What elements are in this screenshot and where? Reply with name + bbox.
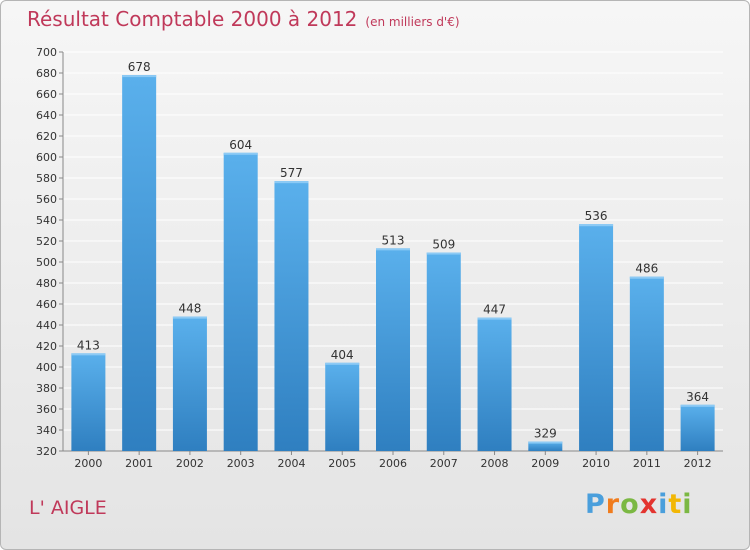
commune-name: L' AIGLE (29, 497, 107, 519)
x-tick-label: 2004 (277, 457, 305, 470)
bar-top-highlight (274, 181, 309, 184)
logo-letter: i (682, 489, 693, 520)
y-tick-label: 420 (36, 340, 57, 353)
y-tick-label: 600 (36, 151, 57, 164)
bar (376, 248, 410, 451)
data-label: 486 (635, 262, 658, 276)
y-tick-label: 360 (36, 403, 57, 416)
bar-top-highlight (325, 362, 360, 365)
y-tick-label: 380 (36, 382, 57, 395)
logo-letter: t (668, 489, 683, 520)
data-label: 604 (229, 138, 252, 152)
chart-title-text: Résultat Comptable 2000 à 2012 (27, 7, 358, 31)
data-label: 536 (585, 209, 608, 223)
y-tick-label: 680 (36, 67, 57, 80)
y-tick-label: 320 (36, 445, 57, 458)
data-label: 447 (483, 303, 506, 317)
y-tick-label: 340 (36, 424, 57, 437)
x-tick-label: 2010 (582, 457, 610, 470)
y-tick-label: 500 (36, 256, 57, 269)
data-label: 404 (331, 348, 354, 362)
data-label: 678 (128, 60, 151, 74)
bar (426, 252, 461, 451)
bar (122, 75, 157, 451)
x-tick-label: 2011 (633, 457, 661, 470)
x-tick-label: 2002 (176, 457, 204, 470)
data-label: 513 (382, 233, 405, 247)
x-tick-label: 2003 (227, 457, 255, 470)
bar (71, 353, 106, 451)
y-tick-label: 540 (36, 214, 57, 227)
x-tick-label: 2012 (684, 457, 712, 470)
x-tick-label: 2007 (430, 457, 458, 470)
y-tick-label: 700 (36, 46, 57, 59)
bar-top-highlight (122, 75, 157, 78)
bar-top-highlight (477, 317, 512, 320)
bar-top-highlight (172, 316, 207, 319)
x-tick-label: 2008 (481, 457, 509, 470)
x-tick-label: 2001 (125, 457, 153, 470)
x-tick-label: 2006 (379, 457, 407, 470)
proxiti-logo: Proxiti (585, 489, 693, 520)
bar-top-highlight (376, 248, 410, 251)
bar-top-highlight (223, 152, 258, 155)
bar-top-highlight (528, 441, 563, 444)
chart-title: Résultat Comptable 2000 à 2012 (en millie… (27, 7, 460, 31)
y-tick-label: 620 (36, 130, 57, 143)
logo-letter: x (639, 489, 659, 520)
bar (680, 404, 715, 451)
bar (223, 152, 258, 452)
y-tick-label: 640 (36, 109, 57, 122)
bar (325, 362, 360, 451)
data-label: 413 (77, 338, 100, 352)
y-tick-label: 440 (36, 319, 57, 332)
chart-unit: (en milliers d'€) (365, 15, 460, 29)
bar (629, 276, 664, 451)
bar (274, 181, 309, 451)
data-label: 577 (280, 166, 303, 180)
y-tick-label: 560 (36, 193, 57, 206)
bar-top-highlight (579, 224, 614, 227)
bar (579, 224, 614, 451)
y-tick-label: 460 (36, 298, 57, 311)
y-tick-label: 480 (36, 277, 57, 290)
x-tick-label: 2009 (531, 457, 559, 470)
bar (528, 441, 563, 451)
bar-top-highlight (680, 404, 715, 407)
bar (172, 316, 207, 451)
bar-top-highlight (71, 353, 106, 356)
data-label: 329 (534, 427, 557, 441)
y-tick-label: 580 (36, 172, 57, 185)
x-tick-label: 2005 (328, 457, 356, 470)
data-label: 509 (432, 238, 455, 252)
logo-letter: o (620, 489, 640, 520)
bar-top-highlight (629, 276, 664, 279)
y-tick-label: 660 (36, 88, 57, 101)
y-tick-label: 520 (36, 235, 57, 248)
bar-top-highlight (426, 252, 461, 255)
x-tick-label: 2000 (74, 457, 102, 470)
logo-letter: i (658, 489, 669, 520)
logo-letter: r (605, 489, 621, 520)
data-label: 448 (178, 302, 201, 316)
y-tick-label: 400 (36, 361, 57, 374)
logo-letter: P (585, 489, 606, 520)
data-label: 364 (686, 390, 709, 404)
bar (477, 317, 512, 451)
